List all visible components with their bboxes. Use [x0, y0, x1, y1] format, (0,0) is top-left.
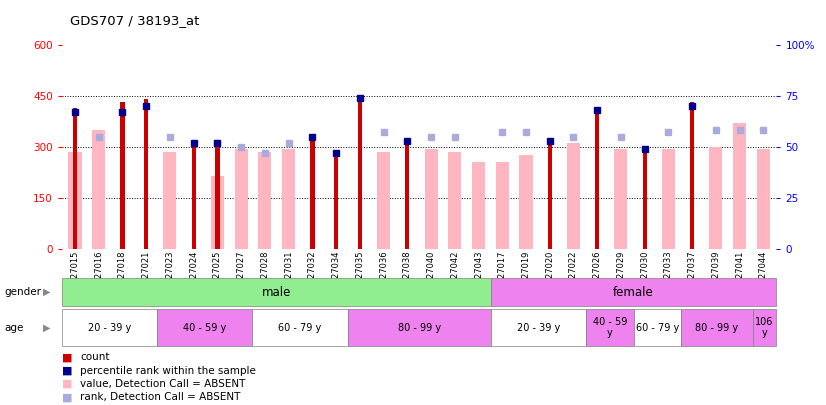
Text: 60 - 79 y: 60 - 79 y [278, 323, 322, 333]
Text: 40 - 59 y: 40 - 59 y [183, 323, 226, 333]
Bar [586, 309, 634, 346]
Bar [643, 149, 647, 249]
Text: age: age [4, 323, 23, 333]
Bar [520, 156, 533, 249]
Text: female: female [613, 286, 654, 298]
Bar [62, 278, 491, 306]
Bar [235, 149, 248, 249]
Bar [311, 136, 315, 249]
Bar [164, 152, 177, 249]
Bar [406, 142, 410, 249]
Bar [282, 149, 295, 249]
Text: 20 - 39 y: 20 - 39 y [88, 323, 131, 333]
Text: ■: ■ [62, 392, 73, 402]
Text: gender: gender [4, 287, 41, 297]
Text: male: male [262, 286, 291, 298]
Text: value, Detection Call = ABSENT: value, Detection Call = ABSENT [80, 379, 245, 389]
Text: 60 - 79 y: 60 - 79 y [636, 323, 679, 333]
Bar [595, 108, 600, 249]
Text: ▶: ▶ [43, 323, 50, 333]
Text: 80 - 99 y: 80 - 99 y [695, 323, 738, 333]
Bar [73, 108, 77, 249]
Bar [449, 152, 462, 249]
Text: ■: ■ [62, 352, 73, 362]
Bar [334, 152, 339, 249]
Bar [348, 309, 491, 346]
Text: GDS707 / 38193_at: GDS707 / 38193_at [70, 14, 200, 27]
Bar [615, 149, 628, 249]
Bar [211, 176, 224, 249]
Bar [192, 143, 196, 249]
Bar [491, 309, 586, 346]
Bar [62, 309, 157, 346]
Bar [752, 309, 776, 346]
Bar [253, 309, 348, 346]
Text: 40 - 59
y: 40 - 59 y [592, 317, 627, 338]
Text: rank, Detection Call = ABSENT: rank, Detection Call = ABSENT [80, 392, 240, 402]
Bar [710, 147, 723, 249]
Bar [69, 152, 82, 249]
Text: count: count [80, 352, 110, 362]
Bar [358, 96, 362, 249]
Bar [472, 162, 485, 249]
Bar [157, 309, 253, 346]
Bar [425, 149, 438, 249]
Bar [690, 102, 695, 249]
Text: ■: ■ [62, 366, 73, 375]
Text: 20 - 39 y: 20 - 39 y [516, 323, 560, 333]
Text: 106
y: 106 y [755, 317, 774, 338]
Bar [93, 130, 105, 249]
Bar [121, 102, 125, 249]
Bar [377, 152, 390, 249]
Bar [216, 145, 220, 249]
Bar [259, 152, 272, 249]
Bar [757, 149, 770, 249]
Bar [548, 142, 552, 249]
Bar [662, 149, 675, 249]
Bar [634, 309, 681, 346]
Text: percentile rank within the sample: percentile rank within the sample [80, 366, 256, 375]
Bar [496, 162, 509, 249]
Text: 80 - 99 y: 80 - 99 y [397, 323, 441, 333]
Bar [733, 123, 746, 249]
Bar [491, 278, 776, 306]
Bar [567, 143, 580, 249]
Text: ■: ■ [62, 379, 73, 389]
Text: ▶: ▶ [43, 287, 50, 297]
Bar [144, 99, 149, 249]
Bar [681, 309, 752, 346]
